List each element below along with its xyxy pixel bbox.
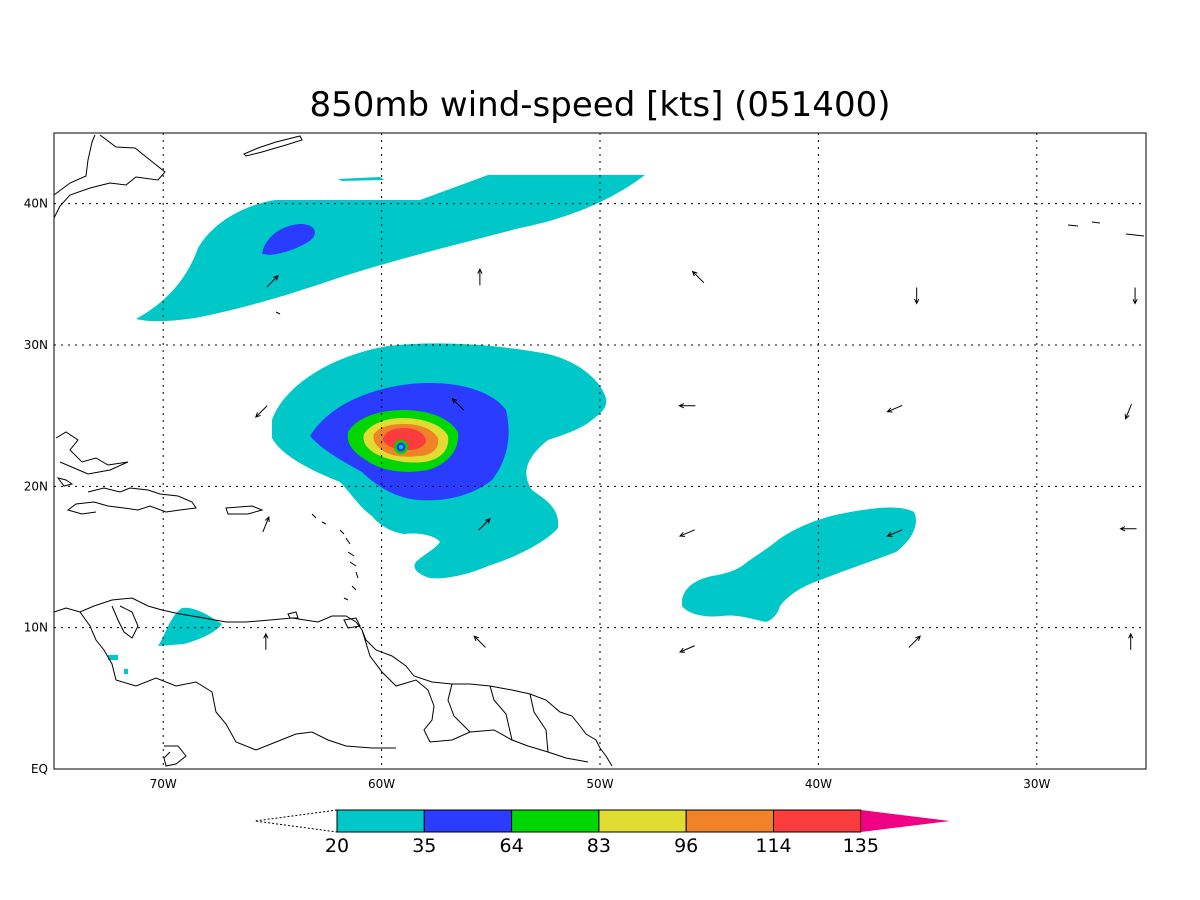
colorbar-box — [685, 809, 775, 833]
coastlines — [54, 134, 1145, 767]
colorbar-boxes — [336, 809, 862, 833]
coastline-lesser-antilles — [311, 513, 359, 601]
wind-vector-arrow — [691, 270, 705, 284]
coastline-puerto-rico — [225, 505, 264, 515]
wind-vector-arrow — [678, 645, 695, 653]
colorbar-level-label: 83 — [587, 835, 611, 857]
contour-20-35-south-blob — [158, 607, 222, 646]
coastline-south-america — [54, 597, 613, 767]
wind-vector-arrow — [262, 516, 270, 533]
wind-vectors — [255, 268, 1138, 653]
colorbar-box — [511, 809, 600, 833]
contour-114-135-hurricane — [382, 428, 426, 450]
coastline-hispaniola — [66, 487, 197, 515]
coastline-colombia — [79, 611, 117, 681]
coastline-trinidad — [343, 617, 361, 629]
wind-vector-arrow — [678, 403, 696, 409]
colorbar-box — [598, 809, 687, 833]
wind-vector-arrow — [1119, 526, 1137, 532]
contour-eye-cyan — [399, 445, 403, 449]
wind-vector-arrow — [477, 268, 483, 286]
map-plot-area — [53, 132, 1147, 770]
latitude-tick-labels: EQ 10N 20N 30N 40N — [24, 197, 48, 776]
colorbar-level-label: 96 — [674, 835, 698, 857]
wind-vector-arrow — [886, 529, 903, 537]
colorbar-level-labels: 20 35 64 83 96 114 135 — [325, 835, 879, 857]
lon-tick-label: 40W — [805, 777, 832, 791]
wind-vector-arrow — [266, 274, 279, 288]
wind-vector-arrow — [473, 635, 486, 648]
wind-vector-arrow — [478, 518, 491, 531]
contour-35-64-north — [262, 224, 315, 255]
border-suriname-guyana — [447, 683, 549, 753]
colorbar-box — [773, 809, 862, 833]
border-venezuela-guyana — [361, 629, 589, 763]
colorbar-level-label: 114 — [755, 835, 791, 857]
wind-vector-arrow — [255, 405, 268, 418]
wind-vector-arrow — [886, 405, 903, 413]
wind-speed-colorbar: 20 35 64 83 96 114 135 — [254, 809, 950, 857]
coastline-cuba — [55, 431, 129, 475]
coastline-azores — [1067, 221, 1145, 237]
wind-vector-arrow — [1124, 403, 1132, 420]
lon-tick-label: 60W — [368, 777, 395, 791]
contour-20-35-south-speck-2 — [124, 669, 128, 674]
coastline-margarita — [287, 611, 299, 619]
wind-vector-arrow — [1132, 287, 1138, 305]
colorbar-level-label: 64 — [500, 835, 524, 857]
wind-vector-arrow — [914, 287, 920, 305]
contour-20-35-south-speck — [108, 655, 118, 660]
colorbar-level-label: 35 — [412, 835, 436, 857]
lat-tick-label: EQ — [31, 762, 48, 776]
colorbar-level-label: 20 — [325, 835, 349, 857]
coastline-jamaica — [56, 477, 74, 487]
map-frame — [53, 132, 1147, 770]
contour-20-35-north-blob — [338, 177, 384, 181]
wind-vector-arrow — [678, 529, 695, 537]
longitude-tick-labels: 70W 60W 50W 40W 30W — [150, 777, 1051, 791]
coastline-island-sm — [275, 311, 281, 315]
lon-tick-label: 70W — [150, 777, 177, 791]
wind-vector-arrow — [908, 635, 921, 648]
coastline-maracaibo — [111, 605, 139, 639]
coastline-brazil-south — [163, 745, 187, 767]
lat-tick-label: 30N — [24, 338, 48, 352]
colorbar-high-triangle — [861, 810, 950, 832]
colorbar-box — [336, 809, 425, 833]
colorbar-low-triangle — [254, 809, 338, 833]
contour-20-35-east-band — [682, 507, 916, 622]
colorbar-level-label: 135 — [843, 835, 879, 857]
colorbar-box — [423, 809, 513, 833]
coastline-north-america — [54, 134, 166, 219]
coastline-nova-scotia — [243, 135, 303, 157]
wind-vector-arrow — [1128, 632, 1134, 650]
gridlines — [54, 133, 1146, 769]
lat-tick-label: 40N — [24, 197, 48, 211]
contour-20-35-north-band — [136, 175, 645, 322]
wind-vector-arrow — [263, 632, 269, 650]
lon-tick-label: 50W — [586, 777, 613, 791]
wind-speed-contours — [108, 175, 916, 674]
lat-tick-label: 10N — [24, 621, 48, 635]
border-venezuela-colombia — [115, 677, 396, 751]
wind-vector-arrow — [451, 397, 465, 411]
lat-tick-label: 20N — [24, 479, 48, 493]
map-title: 850mb wind-speed [kts] (051400) — [310, 85, 891, 125]
lon-tick-label: 30W — [1023, 777, 1050, 791]
